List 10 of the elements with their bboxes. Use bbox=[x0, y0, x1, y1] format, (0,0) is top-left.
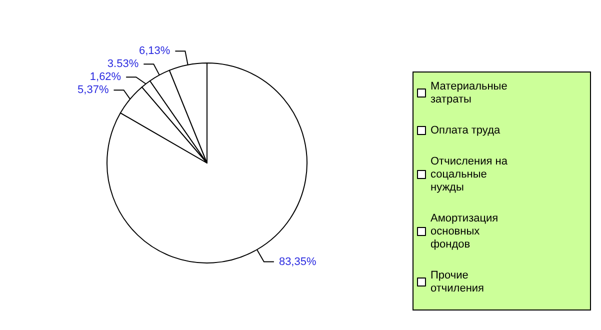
data-label: 1,62% bbox=[90, 71, 122, 84]
data-label: 6,13% bbox=[138, 45, 170, 58]
legend-label: Прочие отчиления bbox=[430, 270, 484, 294]
data-label: 83,35% bbox=[278, 256, 316, 268]
data-label: 3.53% bbox=[107, 58, 139, 70]
legend-label: Отчисления на соцальные нужды bbox=[430, 156, 510, 194]
legend-label: Оплата труда bbox=[430, 124, 501, 136]
legend-label: Материальные затраты bbox=[430, 80, 510, 106]
legend-label: Амортизация основных фондов bbox=[430, 212, 502, 250]
data-label: 5,37% bbox=[78, 84, 109, 96]
